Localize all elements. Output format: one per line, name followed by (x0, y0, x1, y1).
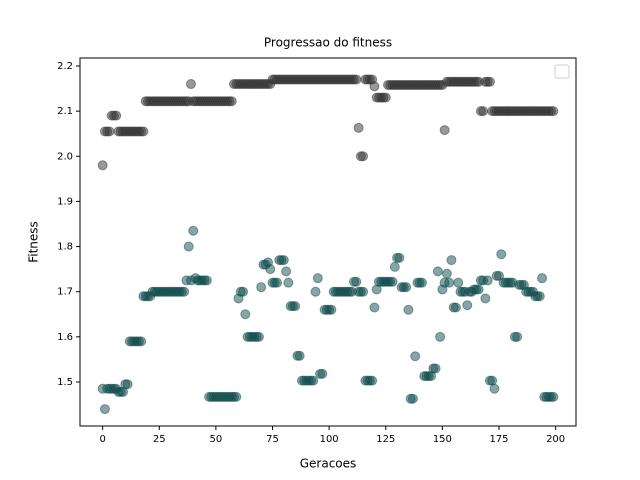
point (283, 277, 294, 288)
x-tick-label: 125 (376, 434, 395, 445)
point (487, 375, 498, 386)
point (122, 379, 133, 390)
point (489, 383, 500, 394)
axes-frame (79, 57, 577, 427)
point (317, 368, 328, 379)
point (401, 282, 412, 293)
point (439, 125, 450, 136)
point (453, 277, 464, 288)
point (484, 76, 495, 87)
point (231, 391, 242, 402)
x-tick-label: 200 (546, 434, 565, 445)
point (138, 126, 149, 137)
point (380, 92, 391, 103)
y-axis-label: Fitness (27, 221, 41, 263)
point (226, 96, 237, 107)
point (432, 266, 443, 277)
point (446, 255, 457, 266)
point (136, 336, 147, 347)
point (99, 404, 110, 415)
y-tick-label: 1.9 (57, 196, 73, 207)
point (351, 276, 362, 287)
point (367, 375, 378, 386)
point (256, 282, 267, 293)
point (480, 293, 491, 304)
point (493, 270, 504, 281)
point (473, 284, 484, 295)
x-tick-label: 0 (99, 434, 105, 445)
y-tick-label: 1.7 (57, 287, 73, 298)
point (548, 391, 559, 402)
y-tick-label: 1.8 (57, 242, 73, 253)
y-tick-label: 2.2 (57, 61, 73, 72)
point (358, 151, 369, 162)
point (238, 286, 249, 297)
point (278, 255, 289, 266)
point (548, 106, 559, 117)
point (185, 79, 196, 90)
point (351, 74, 362, 85)
point (410, 351, 421, 362)
point (435, 331, 446, 342)
point (253, 331, 264, 342)
x-tick-label: 50 (210, 434, 223, 445)
point (387, 276, 398, 287)
point (534, 291, 545, 302)
point (444, 277, 455, 288)
point (441, 268, 452, 279)
point (482, 275, 493, 286)
point (272, 277, 283, 288)
point (308, 375, 319, 386)
point (403, 304, 414, 315)
point (512, 331, 523, 342)
point (265, 264, 276, 275)
point (310, 286, 321, 297)
y-tick-label: 2.0 (57, 151, 73, 162)
point (290, 301, 301, 312)
x-axis-label: Geracoes (300, 457, 357, 471)
point (281, 266, 292, 277)
x-tick-label: 75 (266, 434, 279, 445)
x-tick-label: 25 (153, 434, 166, 445)
point (389, 261, 400, 272)
point (462, 300, 473, 311)
point (430, 363, 441, 374)
y-tick-label: 2.1 (57, 106, 73, 117)
point (450, 302, 461, 313)
point (294, 350, 305, 361)
point (369, 302, 380, 313)
point (496, 249, 507, 260)
point (369, 81, 380, 92)
point (201, 275, 212, 286)
point (478, 106, 489, 117)
point (240, 309, 251, 320)
point (104, 126, 115, 137)
point (407, 393, 418, 404)
point (312, 273, 323, 284)
point (179, 286, 190, 297)
point (188, 225, 199, 236)
point (326, 304, 337, 315)
point (111, 110, 122, 121)
x-tick-label: 175 (489, 434, 508, 445)
x-tick-label: 150 (433, 434, 452, 445)
legend (554, 64, 570, 79)
point (358, 286, 369, 297)
x-tick-label: 100 (320, 434, 339, 445)
point (416, 277, 427, 288)
y-tick-label: 1.6 (57, 332, 73, 343)
point (394, 252, 405, 263)
y-tick-label: 1.5 (57, 377, 73, 388)
point (97, 160, 108, 171)
point (353, 122, 364, 133)
point (183, 241, 194, 252)
point (537, 273, 548, 284)
chart-title: Progressao do fitness (264, 36, 392, 50)
